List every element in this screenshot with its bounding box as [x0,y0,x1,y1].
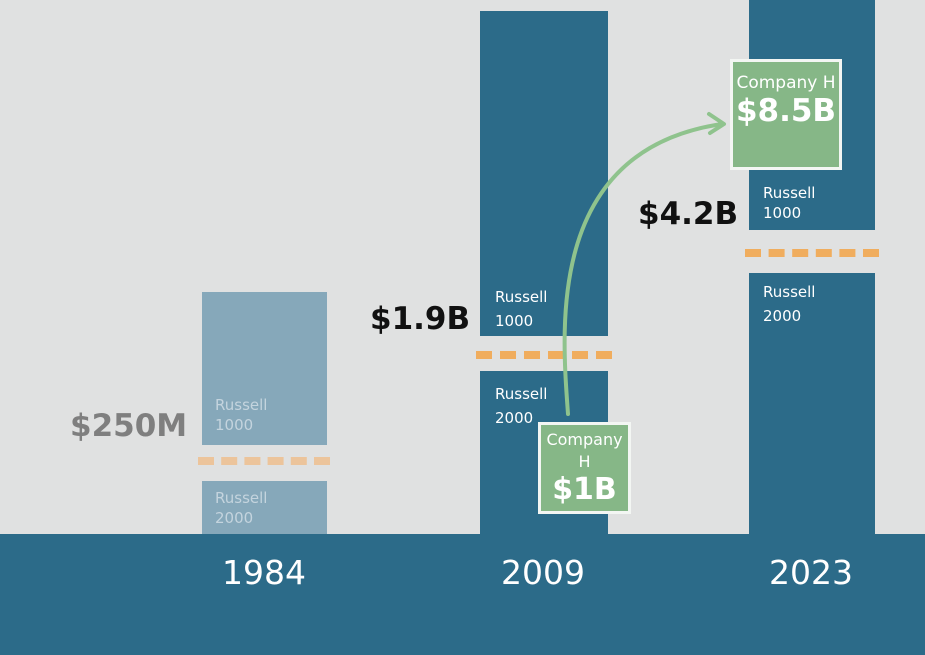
label-2023-russell-1000: Russell 1000 [763,184,816,222]
label-2009-russell-2000: Russell 2000 [495,385,548,427]
label-2009-russell-1000: Russell 1000 [495,288,548,330]
threshold-value-1984: $250M [70,408,188,444]
label-1984-russell-1000: Russell 1000 [215,396,268,434]
company-h-2009-name: Company H [546,430,623,471]
company-h-2009-value: $1B [552,472,617,507]
threshold-line-1984 [198,457,330,465]
company-h-2023-value: $8.5B [735,93,837,129]
threshold-value-2023: $4.2B [638,196,739,232]
company-h-2023-name: Company H [736,73,836,93]
bar-2009-russell-1000 [480,11,608,336]
year-label-2009: 2009 [501,553,585,592]
bar-1984-russell-2000 [202,481,327,534]
bar-1984-russell-1000 [202,292,327,445]
company-h-2009-box: Company H $1B [538,422,631,514]
label-1984-russell-2000: Russell 2000 [215,489,268,527]
company-h-2023-box: Company H $8.5B [730,59,842,170]
timeline-footer [0,534,925,655]
year-label-1984: 1984 [222,553,306,592]
year-label-2023: 2023 [769,553,853,592]
label-2023-russell-2000: Russell 2000 [763,283,816,325]
bar-2023-russell-2000 [749,273,875,534]
threshold-line-2023 [745,249,879,257]
threshold-line-2009 [476,351,612,359]
threshold-value-2009: $1.9B [370,301,471,337]
